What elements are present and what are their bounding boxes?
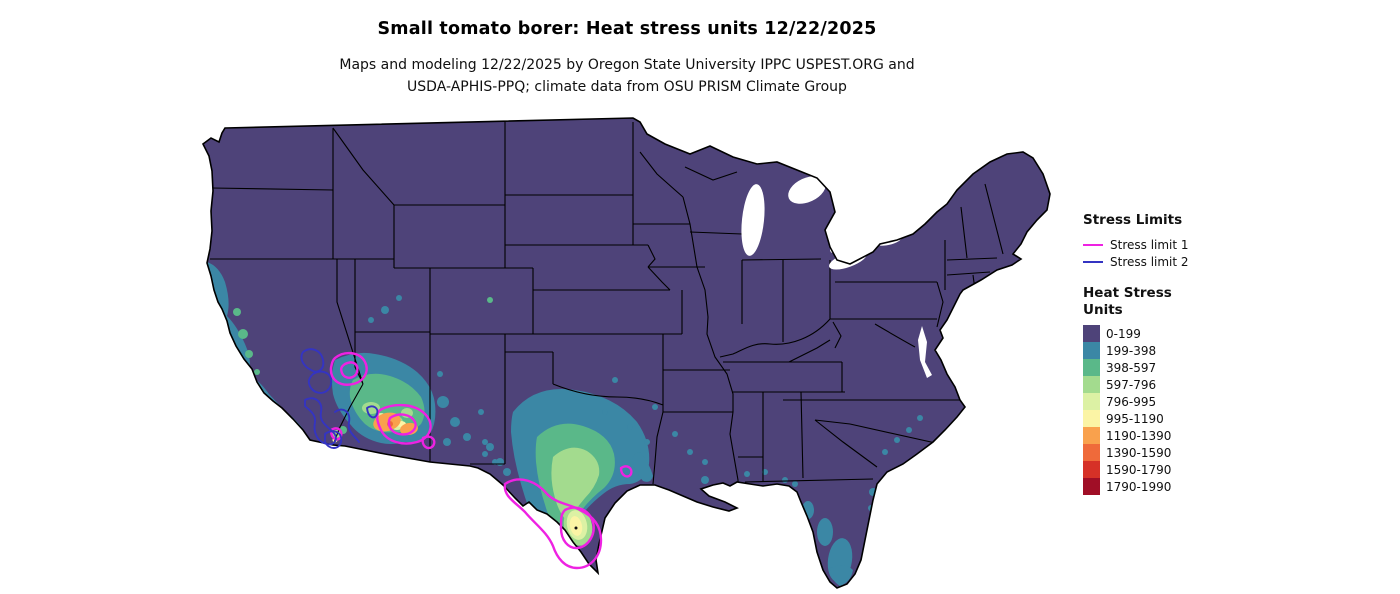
stress-limit-2-contours [300, 348, 379, 449]
legend-class-row: 995-1190 [1083, 410, 1189, 427]
stress-limit-2-label: Stress limit 2 [1110, 254, 1189, 269]
stress-limits-heading: Stress Limits [1083, 212, 1183, 228]
class-swatch-1390-1590 [1083, 444, 1100, 461]
legend-class-row: 0-199 [1083, 325, 1189, 342]
class-label-1590-1790: 1590-1790 [1106, 462, 1172, 477]
station-dot [574, 526, 578, 530]
class-swatch-0-199 [1083, 325, 1100, 342]
stress-limit-1-label: Stress limit 1 [1110, 237, 1189, 252]
class-label-0-199: 0-199 [1106, 326, 1141, 341]
legend-class-row: 1790-1990 [1083, 478, 1189, 495]
legend-item-stress-limit-1: Stress limit 1 [1083, 236, 1189, 253]
class-label-995-1190: 995-1190 [1106, 411, 1164, 426]
class-label-199-398: 199-398 [1106, 343, 1157, 358]
class-label-1390-1590: 1390-1590 [1106, 445, 1172, 460]
legend: Stress Limits Stress limit 1 Stress limi… [1083, 212, 1189, 495]
us-heat-stress-map [202, 117, 1051, 589]
subtitle-line-2: USDA-APHIS-PPQ; climate data from OSU PR… [407, 79, 847, 95]
legend-item-stress-limit-2: Stress limit 2 [1083, 253, 1189, 270]
heat-stress-heading-line1: Heat Stress [1083, 285, 1172, 301]
legend-class-row: 796-995 [1083, 393, 1189, 410]
stress-limit-2-line-swatch [1083, 260, 1103, 263]
subtitle: Maps and modeling 12/22/2025 by Oregon S… [0, 54, 1254, 98]
class-swatch-398-597 [1083, 359, 1100, 376]
class-label-398-597: 398-597 [1106, 360, 1157, 375]
heat-stress-heading-line2: Units [1083, 302, 1123, 318]
lake-huron [788, 176, 826, 204]
stress-limit-1-contours [329, 351, 633, 570]
class-label-597-796: 597-796 [1106, 377, 1157, 392]
heat-stress-units-heading: Heat Stress Units [1083, 285, 1189, 319]
page-title: Small tomato borer: Heat stress units 12… [377, 19, 877, 39]
lake-michigan [741, 184, 765, 256]
class-swatch-1790-1990 [1083, 478, 1100, 495]
class-swatch-995-1190 [1083, 410, 1100, 427]
legend-class-row: 597-796 [1083, 376, 1189, 393]
class-label-1790-1990: 1790-1990 [1106, 479, 1172, 494]
class-swatch-796-995 [1083, 393, 1100, 410]
stress-limit-1-line-swatch [1083, 243, 1103, 246]
subtitle-line-1: Maps and modeling 12/22/2025 by Oregon S… [339, 57, 915, 73]
chesapeake-bay [918, 326, 932, 378]
class-swatch-199-398 [1083, 342, 1100, 359]
class-swatch-1190-1390 [1083, 427, 1100, 444]
legend-class-row: 199-398 [1083, 342, 1189, 359]
state-borders [210, 122, 1004, 494]
class-label-796-995: 796-995 [1106, 394, 1157, 409]
legend-class-row: 1390-1590 [1083, 444, 1189, 461]
class-swatch-1590-1790 [1083, 461, 1100, 478]
heat-stress-swatch-list: 0-199 199-398 398-597 597-796 796-995 99… [1083, 325, 1189, 495]
class-label-1190-1390: 1190-1390 [1106, 428, 1172, 443]
legend-class-row: 1190-1390 [1083, 427, 1189, 444]
legend-class-row: 398-597 [1083, 359, 1189, 376]
legend-class-row: 1590-1790 [1083, 461, 1189, 478]
class-swatch-597-796 [1083, 376, 1100, 393]
